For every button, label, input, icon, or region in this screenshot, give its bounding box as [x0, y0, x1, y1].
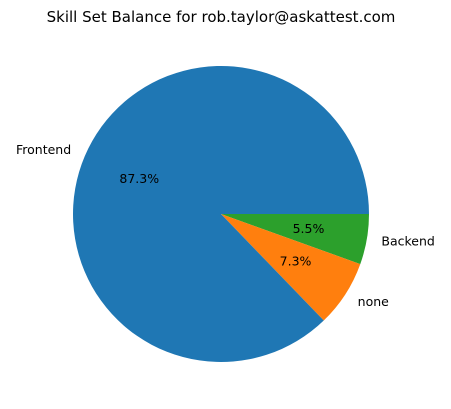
chart-title: Skill Set Balance for rob.taylor@askatte…: [47, 8, 396, 26]
slice-label: none: [358, 294, 389, 309]
pie-labels: Backend 5.5% none 7.3% Frontend 87.3%: [16, 142, 435, 309]
slice-label: Frontend: [16, 142, 71, 157]
slice-percentage: 5.5%: [293, 221, 325, 236]
slice-percentage: 87.3%: [119, 171, 159, 186]
slice-label: Backend: [381, 233, 434, 248]
pie-slice-frontend: [73, 66, 369, 363]
pie-slice-none: [221, 214, 361, 321]
slice-percentage: 7.3%: [280, 254, 312, 269]
pie-slice-backend: [221, 214, 369, 265]
pie-slices: [73, 66, 369, 363]
